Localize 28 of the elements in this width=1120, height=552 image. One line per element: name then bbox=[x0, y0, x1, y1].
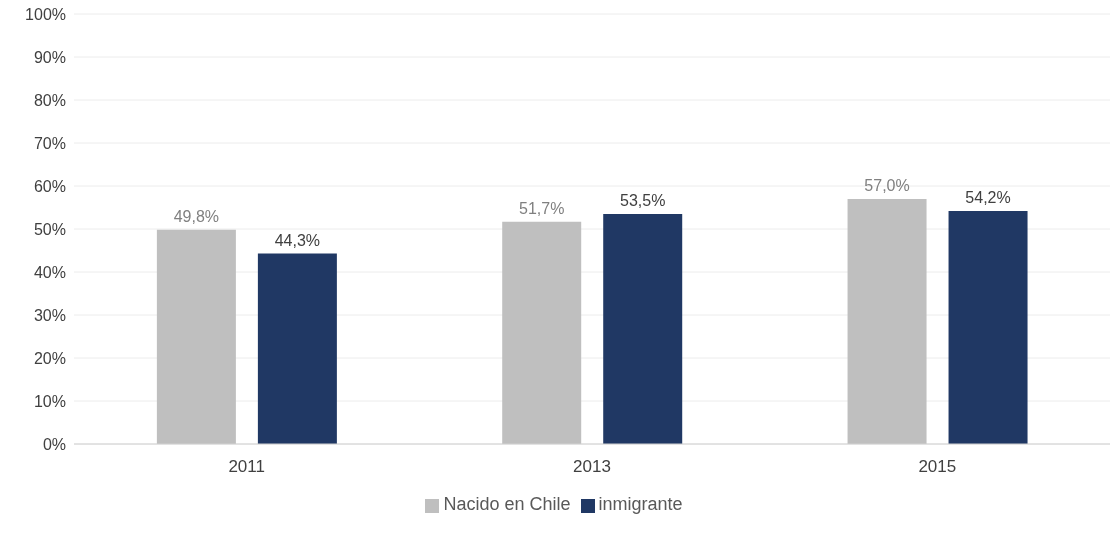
y-tick-label: 10% bbox=[33, 392, 66, 410]
bar bbox=[156, 229, 236, 444]
bar bbox=[257, 253, 337, 444]
x-tick-label: 2011 bbox=[228, 457, 265, 477]
legend-label: inmigrante bbox=[598, 494, 683, 514]
data-label: 51,7% bbox=[519, 199, 565, 217]
y-tick-label: 60% bbox=[33, 177, 66, 195]
legend-label: Nacido en Chile bbox=[443, 494, 571, 514]
bar bbox=[502, 221, 582, 444]
y-tick-label: 90% bbox=[33, 48, 66, 66]
y-tick-label: 100% bbox=[25, 5, 66, 23]
y-tick-label: 30% bbox=[33, 306, 66, 324]
data-label: 53,5% bbox=[620, 191, 666, 209]
bar bbox=[847, 198, 927, 444]
bar bbox=[603, 213, 683, 444]
x-tick-label: 2015 bbox=[918, 457, 957, 477]
data-label: 54,2% bbox=[965, 188, 1011, 206]
y-tick-label: 20% bbox=[33, 349, 66, 367]
y-tick-label: 80% bbox=[33, 91, 66, 109]
x-tick-label: 2013 bbox=[573, 457, 611, 477]
data-label: 49,8% bbox=[173, 207, 220, 225]
y-tick-label: 50% bbox=[33, 220, 66, 238]
data-label: 44,3% bbox=[274, 231, 321, 249]
y-tick-label: 70% bbox=[33, 134, 66, 152]
y-tick-label: 40% bbox=[33, 263, 66, 281]
data-label: 57,0% bbox=[864, 176, 910, 194]
y-tick-label: 0% bbox=[42, 435, 66, 453]
bar bbox=[948, 210, 1028, 444]
